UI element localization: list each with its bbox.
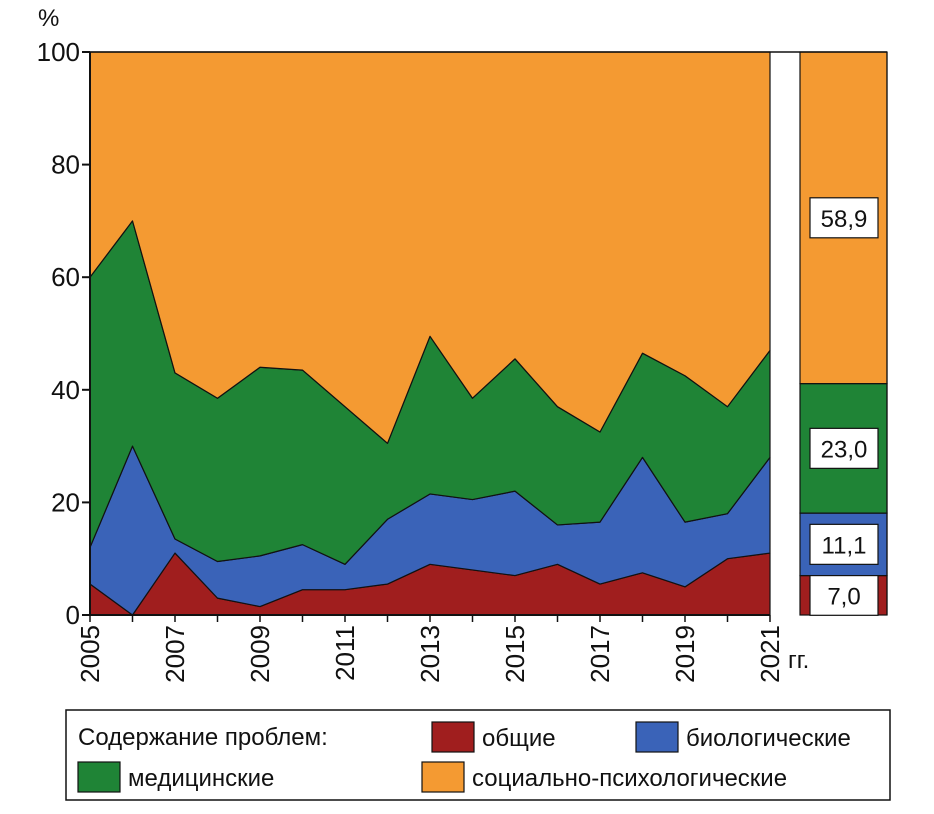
summary-label-box xyxy=(809,427,879,469)
summary-data-label: 11,1 xyxy=(822,532,867,559)
y-tick-label: 0 xyxy=(66,600,80,630)
legend-label: общие xyxy=(482,725,556,752)
legend-swatch xyxy=(635,721,679,753)
x-axis-label: гг. xyxy=(788,647,809,674)
x-tick-label: 2013 xyxy=(415,625,445,683)
legend-label: социально-психологические xyxy=(472,765,787,792)
x-tick-label: 2011 xyxy=(330,625,360,681)
legend-swatch xyxy=(77,761,121,793)
y-tick-label: 60 xyxy=(51,262,80,292)
x-tick-label: 2015 xyxy=(500,625,530,683)
x-tick-label: 2021 xyxy=(755,625,785,683)
summary-data-label: 7,0 xyxy=(827,583,860,610)
y-tick-label: 40 xyxy=(51,375,80,405)
y-tick-label: 80 xyxy=(51,150,80,180)
legend-title: Содержание проблем: xyxy=(78,724,328,751)
legend: Содержание проблем: общие биологические ме… xyxy=(65,709,891,801)
x-tick-label: 2009 xyxy=(245,625,275,683)
x-tick-label: 2007 xyxy=(160,625,190,683)
legend-label: биологические xyxy=(686,725,851,752)
summary-data-label: 58,9 xyxy=(821,206,868,233)
summary-label-box xyxy=(809,197,879,239)
legend-swatch xyxy=(431,721,475,753)
x-tick-label: 2019 xyxy=(670,625,700,683)
summary-label-box xyxy=(809,523,879,565)
legend-swatch xyxy=(421,761,465,793)
x-tick-label: 2017 xyxy=(585,625,615,683)
y-axis-label: % xyxy=(38,5,59,32)
summary-data-label: 23,0 xyxy=(821,436,868,463)
legend-box xyxy=(65,709,891,801)
y-tick-label: 100 xyxy=(37,37,80,67)
x-tick-label: 2005 xyxy=(75,625,105,683)
legend-label: медицинские xyxy=(128,765,274,792)
y-tick-label: 20 xyxy=(51,487,80,517)
